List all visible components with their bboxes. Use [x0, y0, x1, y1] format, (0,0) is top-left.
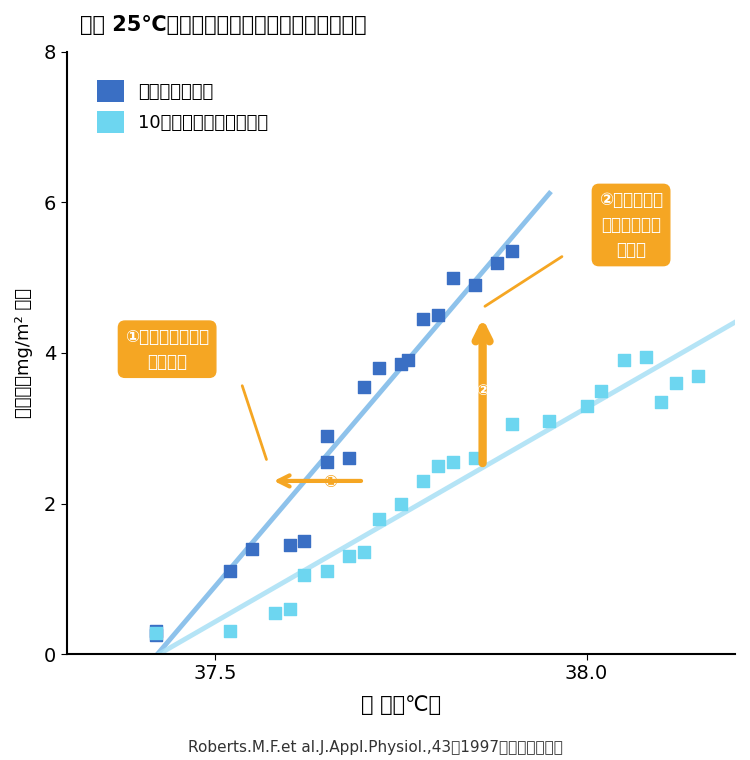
10日間のトレーニング後: [618, 354, 630, 366]
10日間のトレーニング後: [544, 415, 556, 427]
トレーニング前: [417, 313, 429, 325]
10日間のトレーニング後: [343, 550, 355, 562]
Legend: トレーニング前, 10日間のトレーニング後: トレーニング前, 10日間のトレーニング後: [89, 73, 275, 141]
10日間のトレーニング後: [284, 603, 296, 615]
Text: Roberts.M.F.et al.J.Appl.Physiol.,43（1997）より抜粋加筆: Roberts.M.F.et al.J.Appl.Physiol.,43（199…: [188, 740, 562, 755]
トレーニング前: [402, 354, 414, 366]
Text: 気温 25℃で運動した時の発汗量と体温の関係: 気温 25℃で運動した時の発汗量と体温の関係: [80, 15, 367, 35]
トレーニング前: [150, 625, 162, 638]
トレーニング前: [284, 539, 296, 551]
トレーニング前: [224, 565, 236, 578]
トレーニング前: [373, 362, 385, 374]
Text: ②: ②: [476, 383, 489, 398]
10日間のトレーニング後: [321, 565, 333, 578]
トレーニング前: [321, 456, 333, 468]
トレーニング前: [491, 257, 503, 269]
10日間のトレーニング後: [470, 452, 482, 464]
10日間のトレーニング後: [150, 627, 162, 639]
トレーニング前: [321, 429, 333, 442]
10日間のトレーニング後: [506, 419, 518, 431]
10日間のトレーニング後: [596, 385, 608, 397]
10日間のトレーニング後: [373, 512, 385, 524]
X-axis label: 体 温（℃）: 体 温（℃）: [361, 695, 441, 714]
トレーニング前: [343, 452, 355, 464]
トレーニング前: [298, 535, 310, 547]
10日間のトレーニング後: [298, 569, 310, 581]
トレーニング前: [447, 271, 459, 283]
10日間のトレーニング後: [432, 460, 444, 472]
10日間のトレーニング後: [447, 456, 459, 468]
10日間のトレーニング後: [358, 546, 370, 559]
Text: ①: ①: [323, 473, 338, 492]
10日間のトレーニング後: [417, 475, 429, 487]
トレーニング前: [358, 381, 370, 393]
トレーニング前: [506, 245, 518, 258]
Text: ②同じ体温で
かく汗の量が
増える: ②同じ体温で かく汗の量が 増える: [599, 191, 663, 259]
10日間のトレーニング後: [395, 498, 407, 510]
10日間のトレーニング後: [692, 369, 704, 382]
トレーニング前: [395, 358, 407, 370]
Y-axis label: 発汗量（mg/m² 分）: 発汗量（mg/m² 分）: [15, 288, 33, 418]
Text: ①汗のかき始めが
早くなる: ①汗のかき始めが 早くなる: [125, 328, 209, 371]
10日間のトレーニング後: [580, 400, 592, 412]
10日間のトレーニング後: [640, 350, 652, 363]
トレーニング前: [150, 629, 162, 641]
トレーニング前: [432, 309, 444, 321]
10日間のトレーニング後: [224, 625, 236, 638]
トレーニング前: [247, 543, 259, 555]
10日間のトレーニング後: [268, 606, 280, 619]
トレーニング前: [470, 279, 482, 291]
10日間のトレーニング後: [670, 377, 682, 389]
10日間のトレーニング後: [655, 396, 667, 408]
